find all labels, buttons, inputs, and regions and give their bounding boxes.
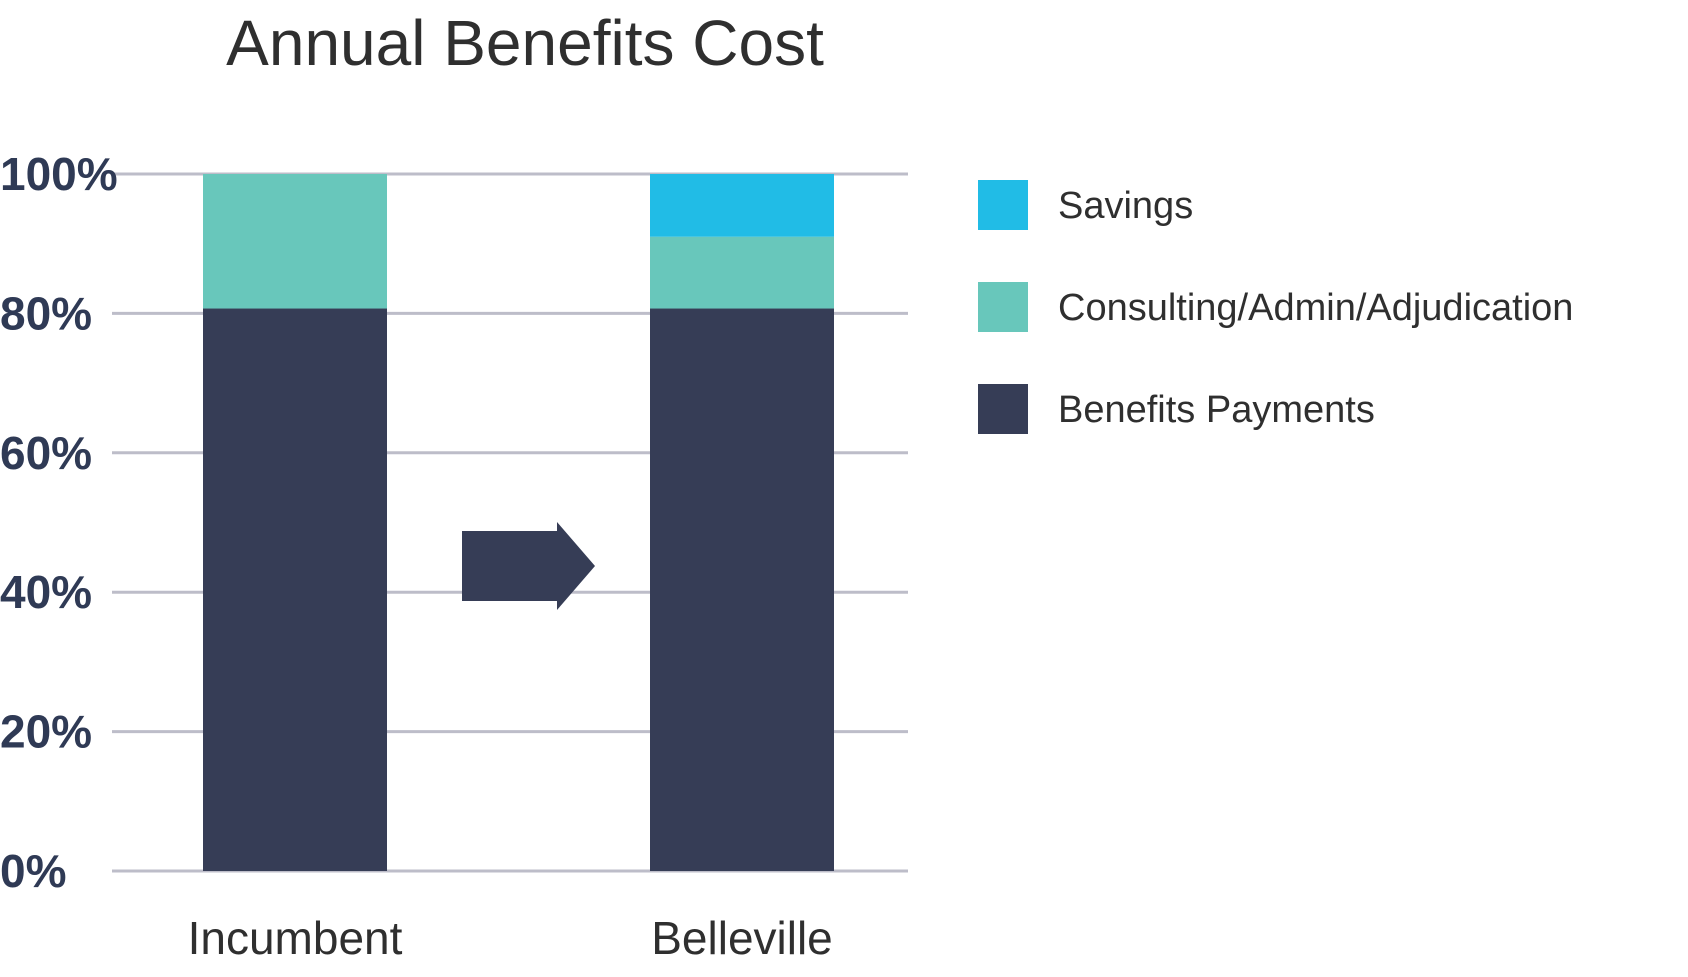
bar-segment-benefits-payments bbox=[203, 308, 387, 871]
y-tick-label: 100% bbox=[0, 148, 118, 200]
y-tick-label: 20% bbox=[0, 706, 92, 758]
bar-segment-consulting-admin-adjudication bbox=[650, 236, 834, 309]
y-tick-label: 60% bbox=[0, 427, 92, 479]
x-tick-label: Incumbent bbox=[188, 912, 403, 964]
legend-swatch bbox=[978, 180, 1028, 230]
bar-segment-consulting-admin-adjudication bbox=[203, 174, 387, 309]
bar-segment-savings bbox=[650, 174, 834, 237]
x-axis-ticks: Incumbent Belleville bbox=[188, 912, 833, 964]
legend-label: Savings bbox=[1058, 185, 1193, 227]
legend-swatch bbox=[978, 282, 1028, 332]
legend: Savings Consulting/Admin/Adjudication Bene… bbox=[978, 180, 1573, 434]
x-tick-label: Belleville bbox=[651, 912, 833, 964]
y-tick-label: 40% bbox=[0, 566, 92, 618]
chart-title: Annual Benefits Cost bbox=[226, 7, 824, 79]
legend-label: Benefits Payments bbox=[1058, 389, 1375, 431]
bars bbox=[203, 174, 834, 871]
bar-segment-benefits-payments bbox=[650, 308, 834, 871]
annotations bbox=[462, 522, 595, 610]
arrow-right-icon bbox=[462, 522, 595, 610]
legend-label: Consulting/Admin/Adjudication bbox=[1058, 287, 1573, 329]
y-axis-ticks: 0% 20% 40% 60% 80% 100% bbox=[0, 148, 118, 897]
y-tick-label: 0% bbox=[0, 845, 66, 897]
legend-swatch bbox=[978, 384, 1028, 434]
y-tick-label: 80% bbox=[0, 287, 92, 339]
